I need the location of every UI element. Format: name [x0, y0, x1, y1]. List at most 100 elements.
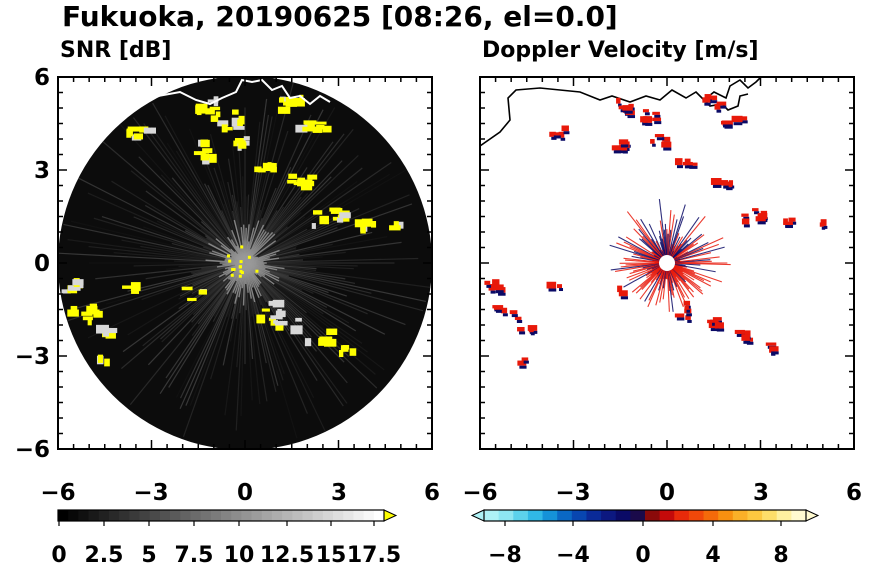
snr-echo-cell — [239, 260, 243, 264]
snr-echo-cell — [360, 225, 366, 234]
snr-colorbar-step — [139, 510, 151, 521]
snr-echo-cell — [237, 119, 243, 127]
snr-echo-cell — [247, 255, 251, 259]
snr-echo-cell — [231, 117, 242, 127]
snr-clutter-ray — [179, 262, 246, 399]
snr-colorbar-step — [210, 510, 222, 521]
doppler-colorbar-step — [542, 510, 558, 521]
doppler-echo-cell-blue — [495, 309, 502, 313]
doppler-echo-cell-red — [650, 139, 655, 144]
doppler-echo-cell-blue — [687, 319, 692, 323]
snr-echo-cell — [127, 126, 140, 132]
snr-clutter-ray — [63, 223, 246, 264]
doppler-echo-cell-red — [551, 132, 561, 136]
snr-echo-cell — [319, 215, 329, 225]
doppler-echo-cell-blue — [523, 360, 529, 364]
snr-echo-cell — [396, 221, 404, 229]
snr-clutter-ray — [224, 262, 246, 416]
snr-echo-cell — [210, 115, 219, 122]
snr-echo-cell — [230, 273, 234, 277]
doppler-echo-cell-red — [741, 218, 750, 225]
snr-clutter-ray — [244, 173, 391, 264]
snr-echo-cell — [300, 185, 313, 191]
snr-echo-cell — [97, 354, 103, 363]
snr-echo-cell — [195, 103, 208, 112]
snr-clutter-rays — [58, 81, 432, 439]
doppler-xtick-0: 0 — [659, 480, 675, 506]
doppler-echo-cell-blue — [642, 122, 648, 126]
doppler-echo-cell-red — [661, 141, 672, 148]
snr-clutter-ray — [147, 262, 246, 366]
snr-echo-cell — [82, 316, 93, 321]
doppler-echo-cell-blue — [684, 165, 693, 169]
doppler-echo-cell-red — [819, 222, 825, 227]
doppler-colorbar-step — [630, 510, 646, 521]
doppler-echo-cell-blue — [821, 226, 826, 230]
snr-clutter-ray — [244, 89, 283, 264]
snr-colorbar-step — [149, 510, 161, 521]
doppler-echo-cell-blue — [730, 185, 735, 189]
snr-clutter-ray — [164, 115, 246, 264]
snr-echo-cell — [393, 221, 399, 227]
snr-xtick-3: 3 — [331, 480, 347, 506]
doppler-echo-cell-blue — [712, 184, 722, 188]
doppler-echo-cell-blue — [516, 319, 523, 323]
snr-echo-cell — [314, 121, 327, 125]
doppler-colorbar-step — [645, 510, 661, 521]
snr-echo-cell — [243, 136, 250, 141]
doppler-echo-cell-red — [720, 120, 729, 125]
snr-colorbar-step — [129, 510, 140, 521]
snr-echo-cell — [295, 317, 302, 322]
snr-echo-cell — [217, 120, 229, 127]
doppler-colorbar-step — [586, 510, 602, 521]
snr-echo-cell — [342, 347, 349, 352]
snr-echo-cell — [205, 109, 215, 115]
snr-echo-cell — [293, 98, 305, 107]
snr-clutter-ray — [244, 262, 406, 326]
doppler-echo-cell-blue — [709, 100, 718, 104]
doppler-cbar-label-4: 4 — [705, 543, 720, 568]
doppler-echo-cell-red — [741, 334, 750, 341]
snr-clutter-ray — [122, 262, 246, 353]
snr-echo-cell — [268, 300, 280, 306]
doppler-echo-cell-red — [684, 158, 691, 164]
doppler-echo-cell-blue — [722, 124, 729, 128]
snr-colorbar-step — [78, 510, 90, 521]
snr-echo-cell — [300, 179, 313, 187]
snr-echo-cell — [342, 345, 350, 350]
snr-echo-cell — [202, 148, 213, 154]
snr-echo-cell — [275, 322, 284, 331]
snr-cbar-label-7.5: 7.5 — [175, 543, 214, 568]
snr-echo-cell — [270, 315, 283, 320]
doppler-echo-cell-red — [702, 97, 711, 103]
doppler-echo-cell-blue — [618, 103, 622, 107]
doppler-echo-cell-blue — [498, 292, 506, 296]
doppler-echo-cell-blue — [563, 131, 570, 135]
doppler-colorbar — [470, 509, 820, 526]
snr-colorbar-step — [190, 510, 202, 521]
snr-clutter-ray — [95, 262, 246, 280]
snr-colorbar-step — [221, 510, 232, 521]
snr-echo-cell — [354, 219, 366, 228]
snr-echo-cell — [293, 327, 299, 331]
doppler-echo-cell-blue — [519, 331, 526, 335]
doppler-colorbar-extend-min — [470, 509, 485, 522]
snr-echo-cell — [196, 108, 202, 116]
doppler-echo-cell-blue — [652, 143, 656, 147]
doppler-echo-cell-blue — [622, 150, 628, 154]
doppler-echo-cell-red — [734, 329, 745, 334]
doppler-colorbar-step — [513, 510, 529, 521]
doppler-echo-cell-blue — [757, 221, 766, 225]
snr-clutter-ray — [111, 180, 246, 264]
doppler-echo-cells — [484, 94, 828, 369]
snr-colorbar-step — [292, 510, 303, 521]
doppler-echo-cell-blue — [686, 309, 690, 313]
snr-colorbar-step — [241, 510, 253, 521]
doppler-echo-cell-red — [493, 305, 502, 310]
snr-clutter-ray — [244, 262, 424, 312]
doppler-echo-cell-red — [528, 328, 534, 333]
doppler-echo-cell-blue — [743, 224, 750, 228]
snr-echo-cell — [329, 207, 341, 212]
snr-clutter-ray — [244, 98, 268, 264]
doppler-colorbar-step — [762, 510, 778, 521]
